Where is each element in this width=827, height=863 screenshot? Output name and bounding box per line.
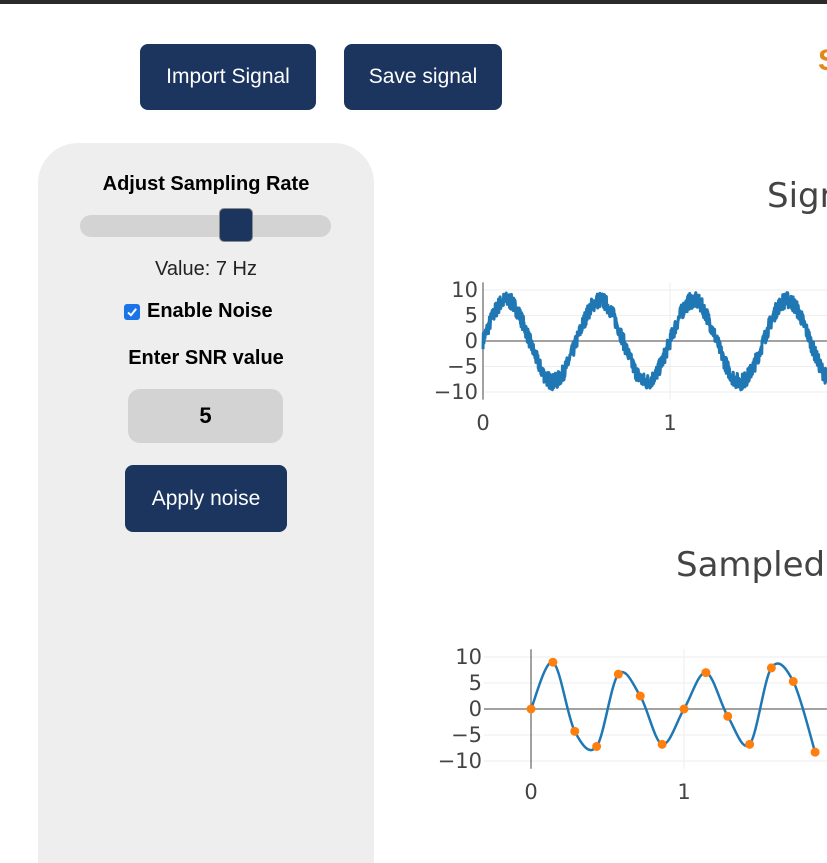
enable-noise-checkbox[interactable] bbox=[124, 303, 140, 320]
y-tick-label: 0 bbox=[469, 697, 482, 721]
snr-input[interactable] bbox=[128, 389, 283, 443]
y-tick-label: −5 bbox=[447, 355, 478, 379]
sample-point bbox=[570, 726, 580, 736]
sample-point bbox=[701, 668, 711, 678]
noisy-signal-line bbox=[481, 291, 827, 392]
checkmark-icon bbox=[127, 307, 137, 317]
sample-point bbox=[766, 663, 776, 673]
import-signal-button[interactable]: Import Signal bbox=[140, 44, 316, 110]
apply-noise-button[interactable]: Apply noise bbox=[125, 465, 287, 532]
sampling-rate-slider-thumb[interactable] bbox=[218, 208, 253, 242]
y-tick-label: −10 bbox=[438, 749, 482, 773]
sampling-rate-value: Value: 7 Hz bbox=[155, 258, 257, 280]
enable-noise-row[interactable]: Enable Noise bbox=[124, 300, 273, 323]
sampled-chart-title: Sampled bbox=[676, 545, 826, 585]
sample-point bbox=[723, 711, 733, 721]
sample-point bbox=[657, 739, 667, 749]
sample-point bbox=[548, 657, 558, 667]
save-signal-button[interactable]: Save signal bbox=[344, 44, 502, 110]
sample-point bbox=[745, 739, 755, 749]
sampling-rate-slider[interactable] bbox=[80, 215, 331, 237]
sample-point bbox=[679, 704, 689, 714]
y-tick-label: −10 bbox=[434, 380, 478, 404]
control-panel: Adjust Sampling Rate Value: 7 Hz Enable … bbox=[38, 143, 374, 863]
window-top-border bbox=[0, 0, 827, 4]
sample-point bbox=[613, 669, 623, 679]
sample-point bbox=[592, 741, 602, 751]
y-tick-label: 10 bbox=[451, 278, 478, 302]
y-tick-label: 5 bbox=[465, 304, 478, 328]
snr-title: Enter SNR value bbox=[128, 347, 284, 369]
x-tick-label: 1 bbox=[663, 411, 676, 435]
sample-point bbox=[635, 691, 645, 701]
sample-point bbox=[526, 704, 536, 714]
y-tick-label: 0 bbox=[465, 329, 478, 353]
cut-off-heading: S bbox=[818, 44, 827, 78]
reconstructed-signal-line bbox=[529, 660, 817, 753]
enable-noise-label: Enable Noise bbox=[147, 300, 273, 322]
sample-point bbox=[788, 676, 798, 686]
x-tick-label: 0 bbox=[524, 780, 537, 804]
signal-chart-title: Sign bbox=[767, 176, 827, 216]
y-tick-label: 10 bbox=[455, 645, 482, 669]
x-tick-label: 0 bbox=[476, 411, 489, 435]
sample-point bbox=[810, 747, 820, 757]
x-tick-label: 1 bbox=[677, 780, 690, 804]
y-tick-label: −5 bbox=[451, 723, 482, 747]
y-tick-label: 5 bbox=[469, 671, 482, 695]
sampling-rate-title: Adjust Sampling Rate bbox=[102, 173, 310, 195]
